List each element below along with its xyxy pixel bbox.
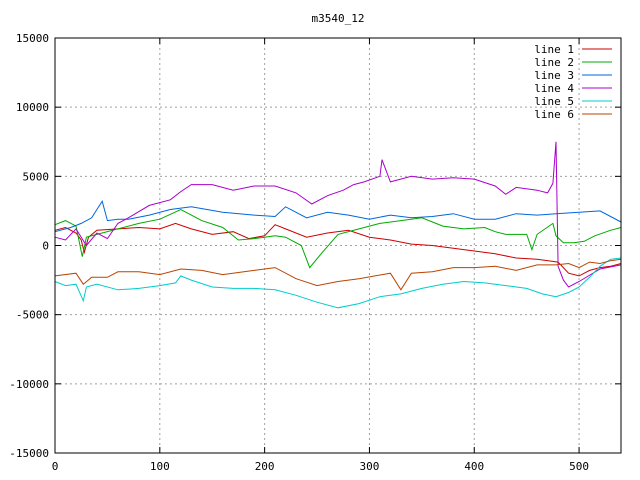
series-line-6 [54, 258, 622, 291]
y-tick-label: 10000 [16, 101, 49, 114]
legend-label-1: line 1 [534, 43, 574, 56]
legend-label-2: line 2 [534, 56, 574, 69]
y-tick-label: 15000 [16, 32, 49, 45]
y-tick-label: 0 [42, 240, 49, 253]
legend-label-6: line 6 [534, 108, 574, 121]
legend-label-4: line 4 [534, 82, 574, 95]
series-line-4 [54, 141, 622, 288]
y-tick-label: -15000 [9, 447, 49, 460]
series-line-1 [54, 222, 622, 277]
axis-ticks: 0 100 200 300 400 500 -15000 -10000 -5000 0 5000 10… [9, 32, 621, 473]
y-tick-label: -10000 [9, 378, 49, 391]
y-tick-label: 5000 [23, 170, 50, 183]
x-tick-label: 500 [569, 460, 589, 473]
x-tick-label: 300 [360, 460, 380, 473]
chart-title: m3540_12 [312, 12, 365, 25]
y-tick-label: -5000 [16, 309, 49, 322]
series-layer [54, 141, 622, 309]
x-tick-label: 200 [255, 460, 275, 473]
x-tick-label: 400 [464, 460, 484, 473]
grid [55, 38, 621, 453]
legend-label-3: line 3 [534, 69, 574, 82]
series-line-3 [54, 199, 622, 233]
series-line-5 [54, 257, 622, 309]
legend-label-5: line 5 [534, 95, 574, 108]
x-tick-label: 100 [150, 460, 170, 473]
x-tick-label: 0 [52, 460, 59, 473]
series-line-2 [54, 208, 622, 269]
